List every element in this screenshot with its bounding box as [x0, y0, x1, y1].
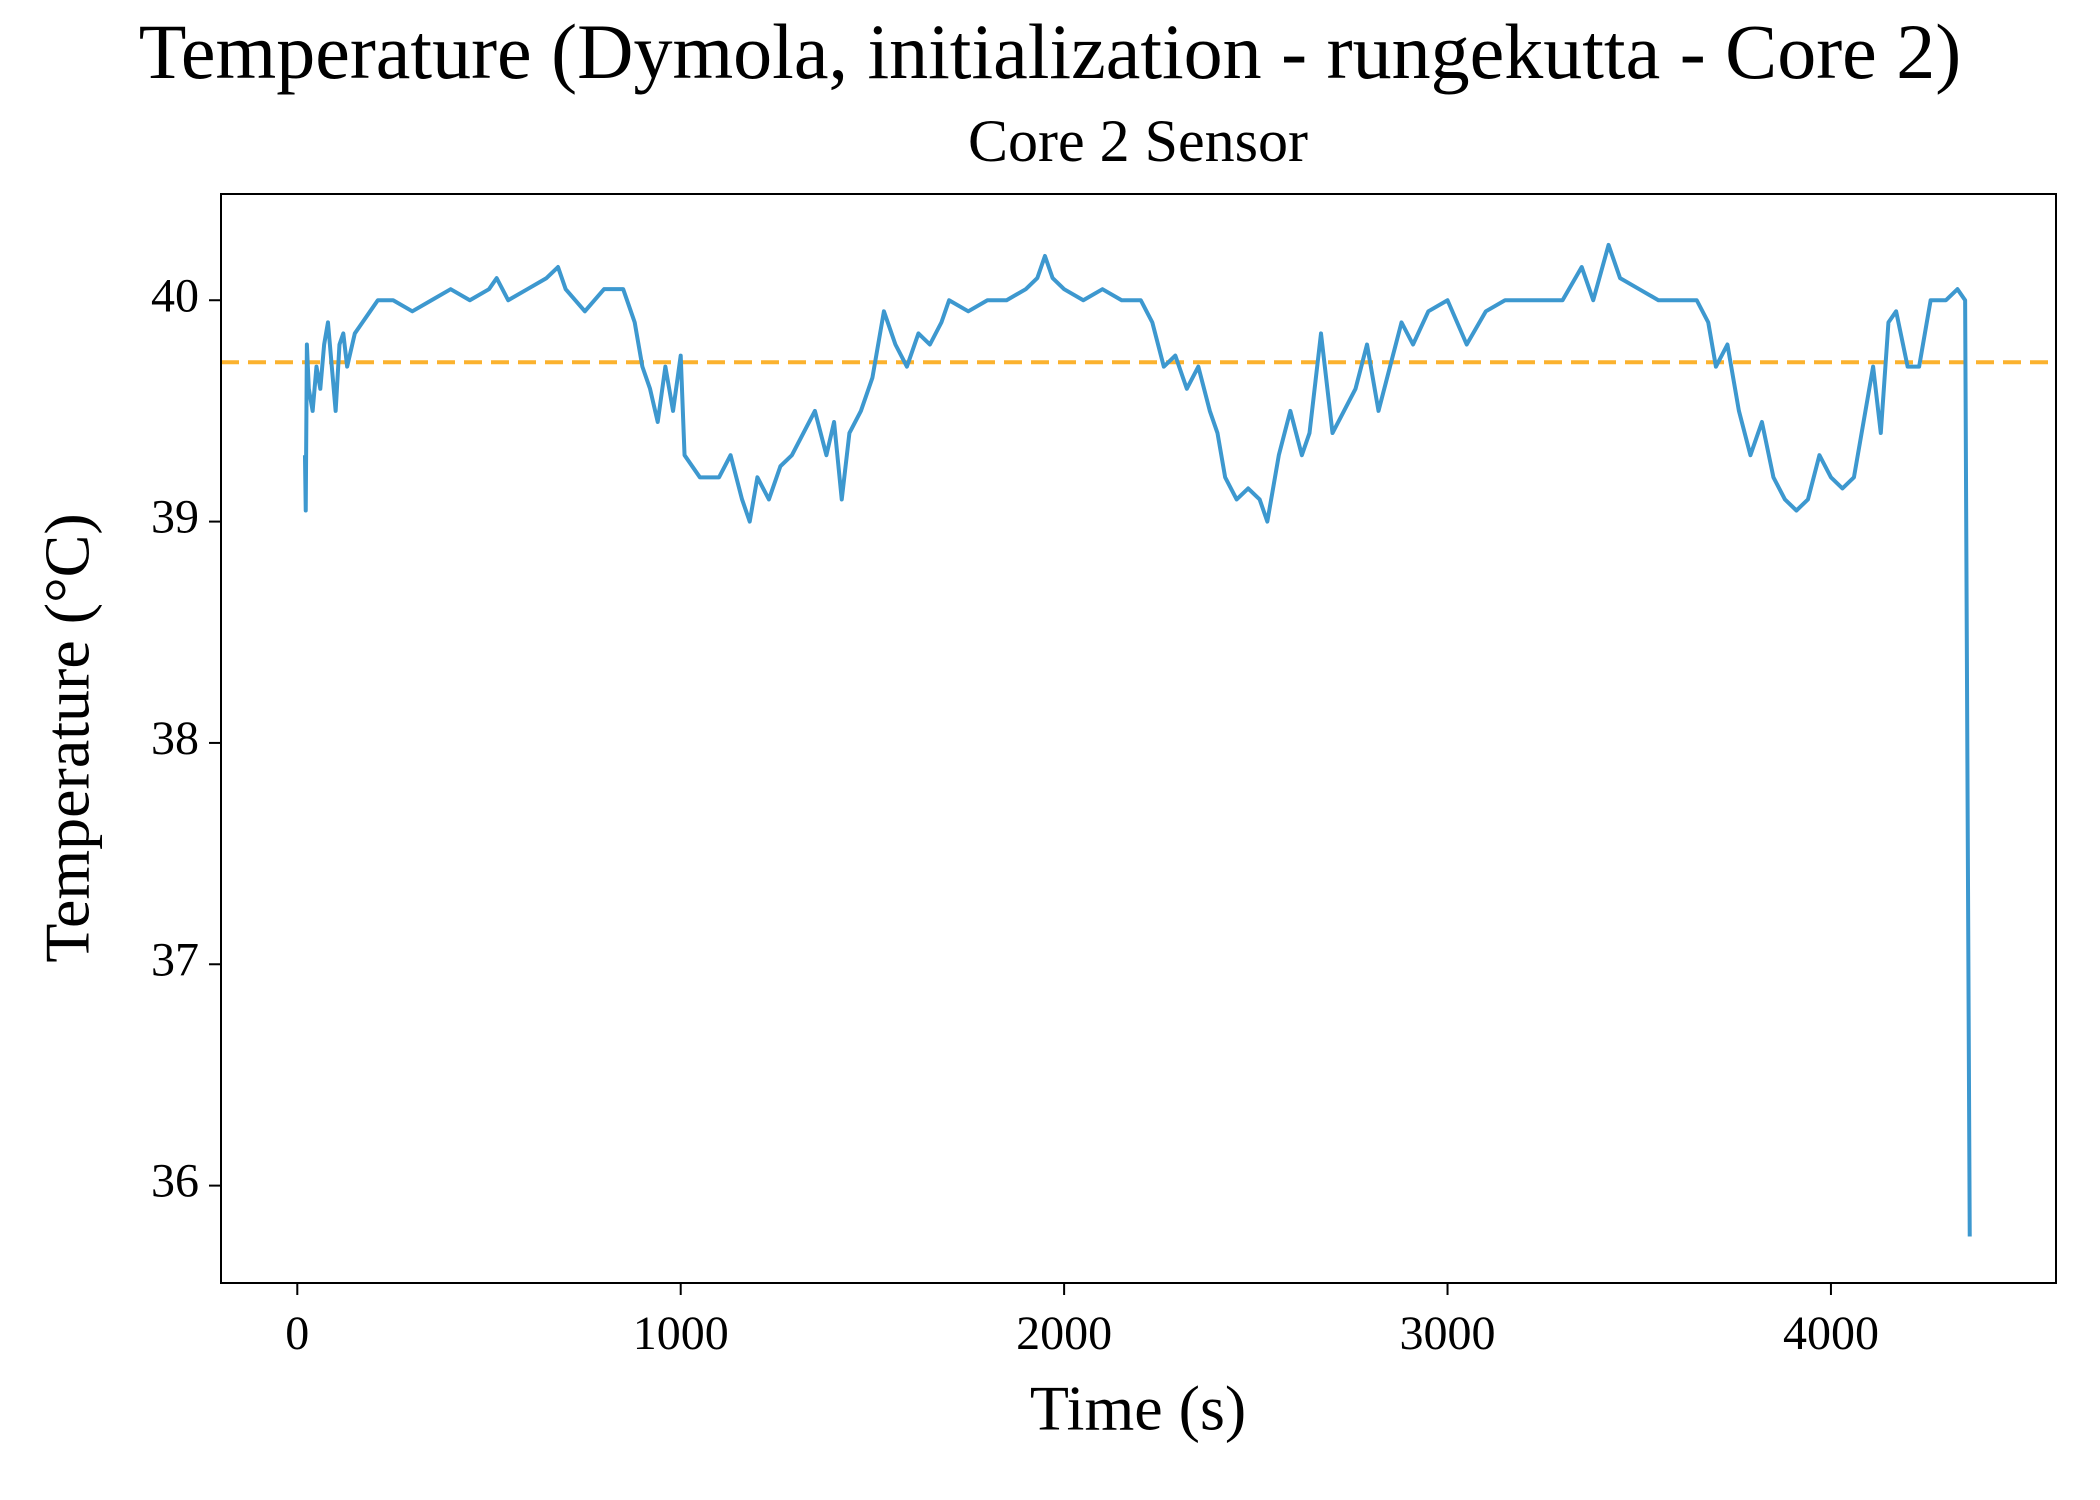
- chart-subtitle: Core 2 Sensor: [968, 108, 1308, 174]
- y-axis-label: Temperature (°C): [32, 513, 103, 962]
- x-tick-label: 4000: [1783, 1307, 1879, 1360]
- chart-title: Temperature (Dymola, initialization - ru…: [139, 8, 1962, 95]
- x-tick-label: 0: [285, 1307, 309, 1360]
- y-tick-label: 40: [151, 269, 199, 322]
- x-tick-label: 2000: [1016, 1307, 1112, 1360]
- y-tick-label: 36: [151, 1155, 199, 1208]
- x-tick-label: 3000: [1400, 1307, 1496, 1360]
- y-tick-label: 37: [151, 933, 199, 986]
- data-line: [302, 242, 1972, 1237]
- x-axis-label: Time (s): [1030, 1373, 1246, 1444]
- x-tick-label: 1000: [633, 1307, 729, 1360]
- plot-frame: [220, 193, 2057, 1284]
- y-tick-label: 38: [151, 712, 199, 765]
- y-tick-label: 39: [151, 491, 199, 544]
